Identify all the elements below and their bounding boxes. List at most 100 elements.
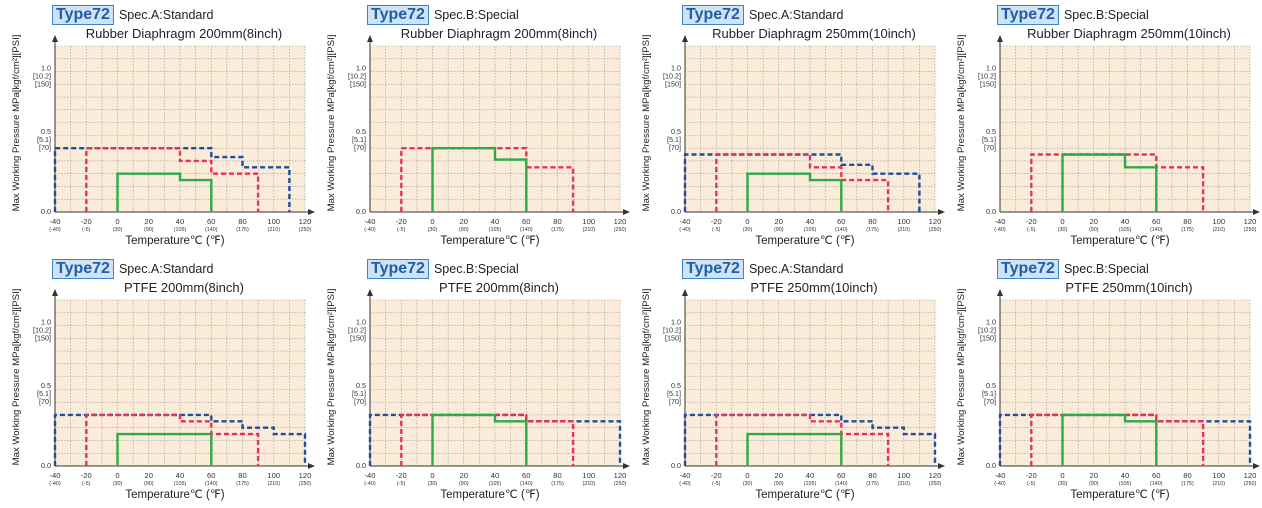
x-axis-label: Temperature℃ (℉) [125,235,224,247]
x-tick-label: -20 [1026,471,1037,480]
x-tick-label-f: (90) [774,481,784,487]
y-axis-label: Max Working Pressure MPa[kgf/cm²][PSI] [11,289,22,466]
x-tick-label-f: (140) [1150,227,1163,233]
spec-label: Spec.A:Standard [748,8,844,22]
y-tick-label: 0.5 [356,381,366,390]
x-axis-arrow [1253,209,1260,215]
x-tick-label: 20 [1090,217,1098,226]
x-tick-label-f: (210) [1212,227,1225,233]
y-axis-arrow [52,289,58,296]
x-tick-label: 100 [267,217,280,226]
x-tick-label-f: (90) [459,481,469,487]
x-tick-label: -40 [365,471,376,480]
x-tick-label-f: (105) [174,481,187,487]
x-tick-label-f: (90) [144,227,154,233]
chart-header: Type72 Spec.A:Standard [52,259,213,279]
y-tick-label: [10.2] [978,325,996,334]
y-axis-label: Max Working Pressure MPa[kgf/cm²][PSI] [641,289,652,466]
x-tick-label-f: (105) [1119,227,1132,233]
x-tick-label: 20 [1090,471,1098,480]
x-tick-label-f: (140) [1150,481,1163,487]
x-tick-label: 20 [775,471,783,480]
x-axis-arrow [308,209,315,215]
x-tick-label-f: (175) [866,227,879,233]
y-tick-label: [70] [39,143,51,152]
chart-header: Type72 Spec.A:Standard [52,5,213,25]
y-tick-label: 0.5 [41,381,51,390]
x-tick-label: 100 [897,471,910,480]
y-tick-label: [70] [354,397,366,406]
y-tick-label: 1.0 [356,63,366,72]
chart-title: PTFE 200mm(8inch) [124,280,244,295]
x-tick-label: 40 [1121,217,1129,226]
series-line [400,413,575,466]
x-tick-label: 0 [115,471,119,480]
x-tick-label: 0 [115,217,119,226]
chart-plot: 0.0 0.5[5.1][70] 1.0[10.2][150] -40(-40) -20… [326,35,630,247]
x-tick-label-f: (210) [267,227,280,233]
chart-header: Type72 Spec.B:Special [367,259,519,279]
x-tick-label: 120 [1244,217,1257,226]
y-tick-label: [10.2] [663,71,681,80]
x-tick-label-f: (30) [113,481,123,487]
series-line [1030,413,1205,466]
y-axis-arrow [367,35,373,42]
x-tick-label: 0 [745,217,749,226]
x-tick-label: -20 [81,217,92,226]
x-tick-label: 60 [207,471,215,480]
chart-plot: 0.0 0.5[5.1][70] 1.0[10.2][150] -40(-40) -20… [956,289,1260,501]
x-tick-label: 40 [176,217,184,226]
y-tick-label: [70] [669,397,681,406]
series-line [1061,413,1158,466]
y-axis-label: Max Working Pressure MPa[kgf/cm²][PSI] [641,35,652,212]
x-tick-label: -40 [365,217,376,226]
series-line [746,172,843,212]
y-tick-label: 0.5 [986,381,996,390]
x-tick-label-f: (-40) [994,481,1006,487]
x-tick-label: 60 [1152,217,1160,226]
y-tick-label: 0.0 [41,461,51,470]
x-tick-label-f: (30) [113,227,123,233]
y-tick-label: [150] [35,79,51,88]
x-tick-label-f: (90) [1089,227,1099,233]
x-tick-label-f: (90) [459,227,469,233]
x-tick-label: 40 [491,471,499,480]
x-axis-label: Temperature℃ (℉) [440,235,539,247]
x-tick-label: 120 [299,471,312,480]
x-tick-label: 80 [868,217,876,226]
series-line [85,413,260,466]
x-tick-label-f: (250) [299,481,312,487]
y-tick-label: [150] [980,333,996,342]
y-tick-label: [150] [350,79,366,88]
x-tick-label: 20 [460,217,468,226]
y-tick-label: 0.5 [41,127,51,136]
chart-plot: 0.0 0.5[5.1][70] 1.0[10.2][150] -40(-40) -20… [956,35,1260,247]
y-tick-label: [10.2] [33,71,51,80]
x-tick-label: 40 [806,217,814,226]
x-tick-label: -20 [711,471,722,480]
x-tick-label: 40 [806,471,814,480]
x-tick-label-f: (105) [1119,481,1132,487]
x-tick-label: 20 [460,471,468,480]
x-tick-label-f: (-5) [397,481,406,487]
chart-panel: Type72 Spec.B:Special Rubber Diaphragm 200… [315,0,630,254]
y-axis-arrow [997,289,1003,296]
x-tick-label-f: (105) [174,227,187,233]
x-tick-label: -20 [396,471,407,480]
x-tick-label: 120 [614,471,627,480]
x-axis-label: Temperature℃ (℉) [1070,235,1169,247]
x-tick-label: 60 [1152,471,1160,480]
y-tick-label: [5.1] [352,389,366,398]
x-tick-label: -40 [50,217,61,226]
y-tick-label: 0.5 [671,127,681,136]
chart-title: Rubber Diaphragm 250mm(10inch) [712,26,916,41]
x-tick-label-f: (30) [1058,481,1068,487]
series-line [715,413,890,466]
x-tick-label-f: (175) [1181,481,1194,487]
x-tick-label-f: (-40) [994,227,1006,233]
x-tick-label-f: (90) [144,481,154,487]
series-line [998,413,1252,466]
x-tick-label-f: (-5) [82,227,91,233]
x-tick-label-f: (-5) [1027,227,1036,233]
x-tick-label-f: (30) [743,481,753,487]
